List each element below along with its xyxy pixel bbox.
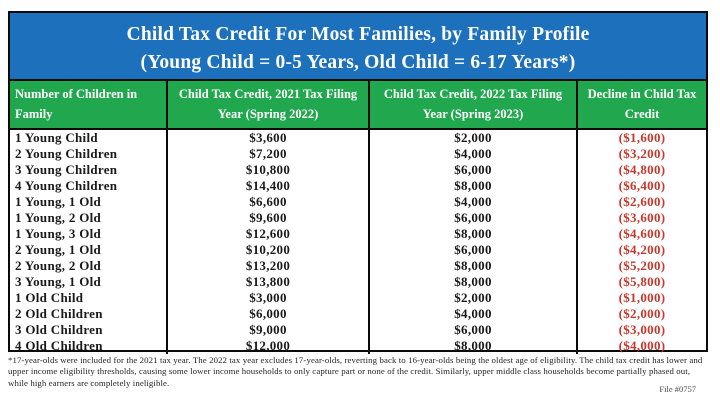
cell-decline: ($5,200) <box>618 258 666 273</box>
column-header-credit-2021: Child Tax Credit, 2021 Tax Filing Year (… <box>168 81 370 128</box>
table-row: 3 Young, 1 Old $13,800 $8,000 ($5,800) <box>10 274 706 290</box>
cell-family-profile: 2 Old Children <box>10 306 168 322</box>
cell-decline: ($4,200) <box>618 242 666 257</box>
table-body: 1 Young Child $3,600 $2,000 ($1,600) 2 Y… <box>10 130 706 354</box>
column-header-decline: Decline in Child Tax Credit <box>587 87 697 121</box>
cell-family-profile: 4 Old Children <box>10 338 168 354</box>
cell-decline: ($1,600) <box>618 130 666 145</box>
cell-credit-2022: $8,000 <box>370 258 578 274</box>
footnote: *17-year-olds were included for the 2021… <box>8 355 703 388</box>
table-row: 3 Young Children $10,800 $6,000 ($4,800) <box>10 162 706 178</box>
column-header-family: Number of Children in Family <box>10 81 168 128</box>
cell-decline: ($3,600) <box>618 210 666 225</box>
table-row: 1 Young, 1 Old $6,600 $4,000 ($2,600) <box>10 194 706 210</box>
cell-credit-2021: $14,400 <box>168 178 370 194</box>
cell-credit-2022: $8,000 <box>370 338 578 354</box>
cell-credit-2022: $6,000 <box>370 242 578 258</box>
cell-credit-2022: $6,000 <box>370 210 578 226</box>
table-row: 2 Old Children $6,000 $4,000 ($2,000) <box>10 306 706 322</box>
cell-credit-2022: $4,000 <box>370 306 578 322</box>
cell-decline: ($6,400) <box>618 178 666 193</box>
cell-credit-2021: $3,000 <box>168 290 370 306</box>
cell-family-profile: 4 Young Children <box>10 178 168 194</box>
table-row: 1 Young, 2 Old $9,600 $6,000 ($3,600) <box>10 210 706 226</box>
title-line-2: (Young Child = 0-5 Years, Old Child = 6-… <box>140 52 576 74</box>
cell-family-profile: 1 Young, 3 Old <box>10 226 168 242</box>
cell-family-profile: 3 Old Children <box>10 322 168 338</box>
cell-credit-2022: $2,000 <box>370 130 578 146</box>
cell-decline: ($1,000) <box>618 290 666 305</box>
cell-decline: ($5,800) <box>618 274 666 289</box>
cell-credit-2021: $3,600 <box>168 130 370 146</box>
cell-family-profile: 2 Young, 2 Old <box>10 258 168 274</box>
column-header-credit-2022: Child Tax Credit, 2022 Tax Filing Year (… <box>370 81 578 128</box>
table-row: 2 Young Children $7,200 $4,000 ($3,200) <box>10 146 706 162</box>
table-row: 2 Young, 1 Old $10,200 $6,000 ($4,200) <box>10 242 706 258</box>
cell-decline: ($2,600) <box>618 194 666 209</box>
cell-family-profile: 1 Young, 1 Old <box>10 194 168 210</box>
cell-decline: ($3,200) <box>618 146 666 161</box>
cell-credit-2021: $9,000 <box>168 322 370 338</box>
cell-credit-2021: $12,000 <box>168 338 370 354</box>
cell-credit-2021: $6,000 <box>168 306 370 322</box>
cell-credit-2022: $2,000 <box>370 290 578 306</box>
table-row: 1 Old Child $3,000 $2,000 ($1,000) <box>10 290 706 306</box>
cell-credit-2022: $8,000 <box>370 178 578 194</box>
table-title: Child Tax Credit For Most Families, by F… <box>10 13 706 81</box>
cell-credit-2022: $6,000 <box>370 162 578 178</box>
cell-family-profile: 1 Young, 2 Old <box>10 210 168 226</box>
cell-decline: ($4,600) <box>618 226 666 241</box>
cell-credit-2021: $9,600 <box>168 210 370 226</box>
cell-credit-2021: $12,600 <box>168 226 370 242</box>
cell-credit-2021: $6,600 <box>168 194 370 210</box>
cell-credit-2021: $7,200 <box>168 146 370 162</box>
cell-family-profile: 3 Young Children <box>10 162 168 178</box>
table-header-row: Number of Children in Family Child Tax C… <box>10 81 706 130</box>
cell-credit-2022: $8,000 <box>370 274 578 290</box>
cell-credit-2021: $13,200 <box>168 258 370 274</box>
table-row: 4 Young Children $14,400 $8,000 ($6,400) <box>10 178 706 194</box>
table-row: 3 Old Children $9,000 $6,000 ($3,000) <box>10 322 706 338</box>
cell-credit-2021: $10,800 <box>168 162 370 178</box>
file-reference: File #0757 <box>659 384 696 394</box>
cell-credit-2021: $13,800 <box>168 274 370 290</box>
cell-credit-2022: $6,000 <box>370 322 578 338</box>
cell-credit-2022: $4,000 <box>370 194 578 210</box>
table-row: 2 Young, 2 Old $13,200 $8,000 ($5,200) <box>10 258 706 274</box>
cell-decline: ($2,000) <box>618 306 666 321</box>
cell-family-profile: 2 Young Children <box>10 146 168 162</box>
table-frame: Child Tax Credit For Most Families, by F… <box>8 11 708 354</box>
title-line-1: Child Tax Credit For Most Families, by F… <box>126 24 590 45</box>
cell-family-profile: 2 Young, 1 Old <box>10 242 168 258</box>
cell-family-profile: 1 Young Child <box>10 130 168 146</box>
cell-credit-2022: $4,000 <box>370 146 578 162</box>
table-row: 1 Young Child $3,600 $2,000 ($1,600) <box>10 130 706 146</box>
table-row: 1 Young, 3 Old $12,600 $8,000 ($4,600) <box>10 226 706 242</box>
cell-family-profile: 3 Young, 1 Old <box>10 274 168 290</box>
cell-decline: ($4,800) <box>618 162 666 177</box>
cell-family-profile: 1 Old Child <box>10 290 168 306</box>
cell-decline: ($4,000) <box>618 338 666 353</box>
table-row: 4 Old Children $12,000 $8,000 ($4,000) <box>10 338 706 354</box>
cell-credit-2021: $10,200 <box>168 242 370 258</box>
cell-decline: ($3,000) <box>618 322 666 337</box>
cell-credit-2022: $8,000 <box>370 226 578 242</box>
